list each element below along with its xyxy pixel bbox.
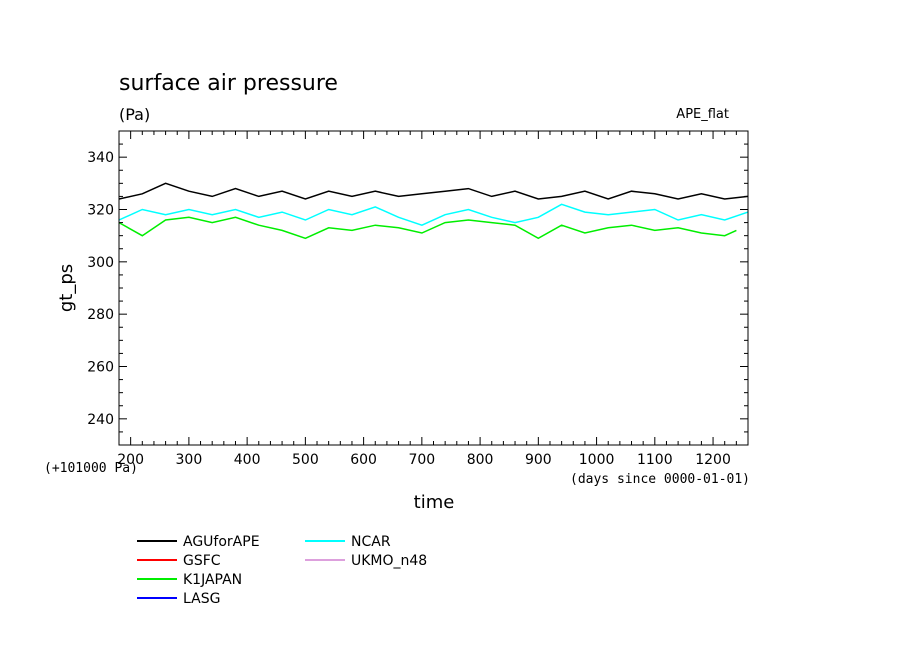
- x-tick-label: 900: [525, 452, 552, 468]
- y-tick-label: 320: [87, 203, 114, 219]
- x-tick-label: 1000: [579, 452, 615, 468]
- y-tick-label: 280: [87, 307, 114, 323]
- x-tick-label: 700: [408, 452, 435, 468]
- series-line-aguforape: [118, 182, 749, 200]
- x-tick-label: 800: [467, 452, 494, 468]
- legend-label: LASG: [183, 591, 220, 607]
- legend-label: K1JAPAN: [183, 572, 242, 588]
- legend-label: GSFC: [183, 553, 221, 569]
- legend-label: UKMO_n48: [351, 553, 427, 569]
- x-tick-label: 600: [350, 452, 377, 468]
- legend-label: NCAR: [351, 534, 391, 550]
- series-line-ncar: [118, 203, 749, 227]
- x-tick-label: 500: [292, 452, 319, 468]
- plot-area: [118, 182, 749, 240]
- y-tick-label: 300: [87, 255, 114, 271]
- plot-frame: [118, 130, 749, 446]
- series-line-k1japan: [118, 216, 737, 240]
- y-tick-label: 240: [87, 412, 114, 428]
- legend-label: AGUforAPE: [183, 534, 260, 550]
- legend: AGUforAPE GSFC K1JAPAN LASG NCAR UKMO_n48: [137, 534, 427, 607]
- x-tick-label: 200: [117, 452, 144, 468]
- y-axis: 240 260 280 300 320 340: [87, 130, 748, 446]
- y-tick-label: 340: [87, 150, 114, 166]
- x-axis-label: time: [414, 492, 455, 513]
- x-axis: 200 300 400 500 600 700 800 900 1000 1100 1200: [117, 131, 749, 468]
- y-axis-label: gt_ps: [56, 264, 77, 312]
- y-offset-note: (+101000 Pa): [44, 461, 138, 476]
- y-tick-label: 260: [87, 360, 114, 376]
- units-label: (Pa): [119, 105, 150, 124]
- x-unit-note: (days since 0000-01-01): [570, 472, 750, 487]
- x-tick-label: 1200: [695, 452, 731, 468]
- experiment-label: APE_flat: [676, 107, 729, 122]
- chart-title: surface air pressure: [119, 71, 338, 96]
- x-tick-label: 400: [234, 452, 261, 468]
- x-tick-label: 300: [176, 452, 203, 468]
- x-tick-label: 1100: [637, 452, 673, 468]
